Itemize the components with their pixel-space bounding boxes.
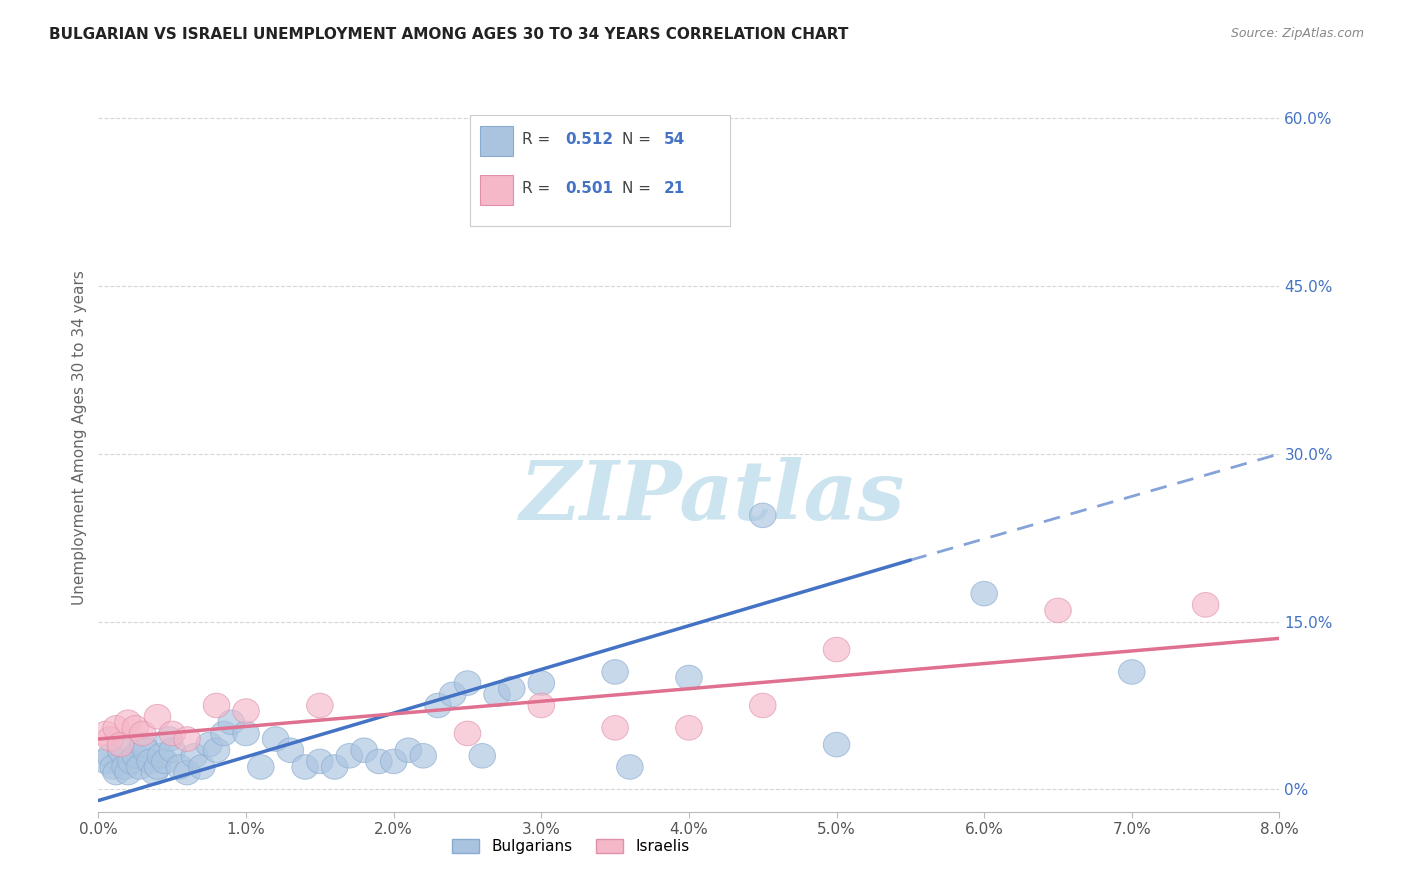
Ellipse shape xyxy=(425,693,451,718)
Ellipse shape xyxy=(247,755,274,780)
Ellipse shape xyxy=(145,705,170,729)
FancyBboxPatch shape xyxy=(479,175,513,205)
Ellipse shape xyxy=(129,732,156,757)
Ellipse shape xyxy=(127,755,153,780)
Ellipse shape xyxy=(97,744,124,768)
Ellipse shape xyxy=(100,755,127,780)
Ellipse shape xyxy=(152,749,179,773)
Text: 0.512: 0.512 xyxy=(565,132,613,147)
FancyBboxPatch shape xyxy=(471,115,730,226)
Ellipse shape xyxy=(352,738,377,763)
Text: 21: 21 xyxy=(664,181,685,196)
Ellipse shape xyxy=(103,760,129,785)
Ellipse shape xyxy=(676,665,702,690)
Ellipse shape xyxy=(676,715,702,740)
Ellipse shape xyxy=(749,503,776,528)
Ellipse shape xyxy=(602,659,628,684)
Ellipse shape xyxy=(118,749,145,773)
Ellipse shape xyxy=(211,721,238,746)
Ellipse shape xyxy=(972,582,997,606)
Ellipse shape xyxy=(97,727,124,751)
Ellipse shape xyxy=(411,744,436,768)
Ellipse shape xyxy=(233,721,259,746)
Text: BULGARIAN VS ISRAELI UNEMPLOYMENT AMONG AGES 30 TO 34 YEARS CORRELATION CHART: BULGARIAN VS ISRAELI UNEMPLOYMENT AMONG … xyxy=(49,27,849,42)
Ellipse shape xyxy=(129,721,156,746)
Ellipse shape xyxy=(454,721,481,746)
Ellipse shape xyxy=(381,749,406,773)
Ellipse shape xyxy=(395,738,422,763)
Ellipse shape xyxy=(174,727,200,751)
Ellipse shape xyxy=(103,715,129,740)
Text: ZIPatlas: ZIPatlas xyxy=(520,457,905,537)
Ellipse shape xyxy=(107,732,134,757)
Ellipse shape xyxy=(111,755,138,780)
Ellipse shape xyxy=(145,755,170,780)
Text: N =: N = xyxy=(621,181,655,196)
Ellipse shape xyxy=(204,738,229,763)
Ellipse shape xyxy=(749,693,776,718)
Ellipse shape xyxy=(440,682,465,706)
Ellipse shape xyxy=(499,676,524,701)
Ellipse shape xyxy=(529,671,554,696)
Text: Source: ZipAtlas.com: Source: ZipAtlas.com xyxy=(1230,27,1364,40)
Text: 54: 54 xyxy=(664,132,685,147)
Ellipse shape xyxy=(824,732,849,757)
Ellipse shape xyxy=(107,738,134,763)
Text: 0.501: 0.501 xyxy=(565,181,613,196)
Ellipse shape xyxy=(115,710,141,734)
Ellipse shape xyxy=(1045,599,1071,623)
Ellipse shape xyxy=(132,738,159,763)
Ellipse shape xyxy=(307,749,333,773)
Ellipse shape xyxy=(136,749,163,773)
Ellipse shape xyxy=(166,755,193,780)
Ellipse shape xyxy=(322,755,347,780)
Ellipse shape xyxy=(122,715,149,740)
Ellipse shape xyxy=(204,693,229,718)
Ellipse shape xyxy=(93,721,120,746)
Ellipse shape xyxy=(218,710,245,734)
Ellipse shape xyxy=(602,715,628,740)
Ellipse shape xyxy=(195,732,222,757)
Ellipse shape xyxy=(470,744,495,768)
Ellipse shape xyxy=(1192,592,1219,617)
Ellipse shape xyxy=(174,760,200,785)
Y-axis label: Unemployment Among Ages 30 to 34 years: Unemployment Among Ages 30 to 34 years xyxy=(72,269,87,605)
FancyBboxPatch shape xyxy=(479,126,513,156)
Ellipse shape xyxy=(141,760,167,785)
Ellipse shape xyxy=(263,727,288,751)
Ellipse shape xyxy=(454,671,481,696)
Ellipse shape xyxy=(617,755,643,780)
Ellipse shape xyxy=(122,744,149,768)
Ellipse shape xyxy=(188,755,215,780)
Ellipse shape xyxy=(1119,659,1144,684)
Ellipse shape xyxy=(159,721,186,746)
Ellipse shape xyxy=(156,727,183,751)
Ellipse shape xyxy=(529,693,554,718)
Text: R =: R = xyxy=(523,181,555,196)
Legend: Bulgarians, Israelis: Bulgarians, Israelis xyxy=(446,832,696,860)
Text: R =: R = xyxy=(523,132,555,147)
Ellipse shape xyxy=(277,738,304,763)
Ellipse shape xyxy=(824,637,849,662)
Text: N =: N = xyxy=(621,132,655,147)
Ellipse shape xyxy=(159,738,186,763)
Ellipse shape xyxy=(366,749,392,773)
Ellipse shape xyxy=(336,744,363,768)
Ellipse shape xyxy=(181,744,208,768)
Ellipse shape xyxy=(484,682,510,706)
Ellipse shape xyxy=(148,744,174,768)
Ellipse shape xyxy=(292,755,318,780)
Ellipse shape xyxy=(93,749,120,773)
Ellipse shape xyxy=(307,693,333,718)
Ellipse shape xyxy=(115,760,141,785)
Ellipse shape xyxy=(233,698,259,723)
